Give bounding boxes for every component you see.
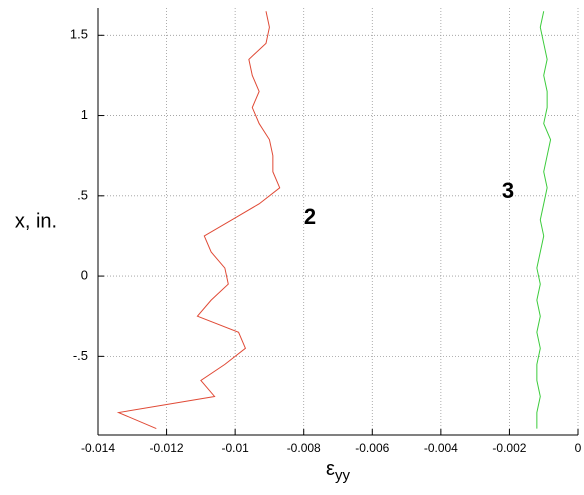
y-tick-label: 1: [81, 107, 88, 122]
y-tick-label: 1.5: [70, 27, 88, 42]
x-tick-label: -0.012: [150, 441, 184, 455]
y-axis-label: x, in.: [15, 210, 57, 232]
x-axis-label-sub: yy: [335, 467, 351, 484]
x-tick-label: -0.014: [81, 441, 115, 455]
x-tick-label: -0.002: [492, 441, 526, 455]
y-tick-label: -.5: [73, 348, 88, 363]
data-line: [116, 11, 281, 430]
x-tick-label: 0: [575, 441, 582, 455]
series-label: 2: [304, 204, 316, 229]
series-label: 3: [502, 178, 514, 203]
x-tick-label: -0.004: [424, 441, 458, 455]
x-tick-label: -0.008: [287, 441, 321, 455]
x-axis-label: εyy: [326, 458, 350, 484]
y-tick-label: .5: [77, 187, 88, 202]
x-axis-label-main: ε: [326, 458, 335, 480]
data-line: [536, 11, 552, 429]
x-tick-label: -0.01: [221, 441, 249, 455]
x-tick-label: -0.006: [355, 441, 389, 455]
y-tick-label: 0: [81, 268, 88, 283]
